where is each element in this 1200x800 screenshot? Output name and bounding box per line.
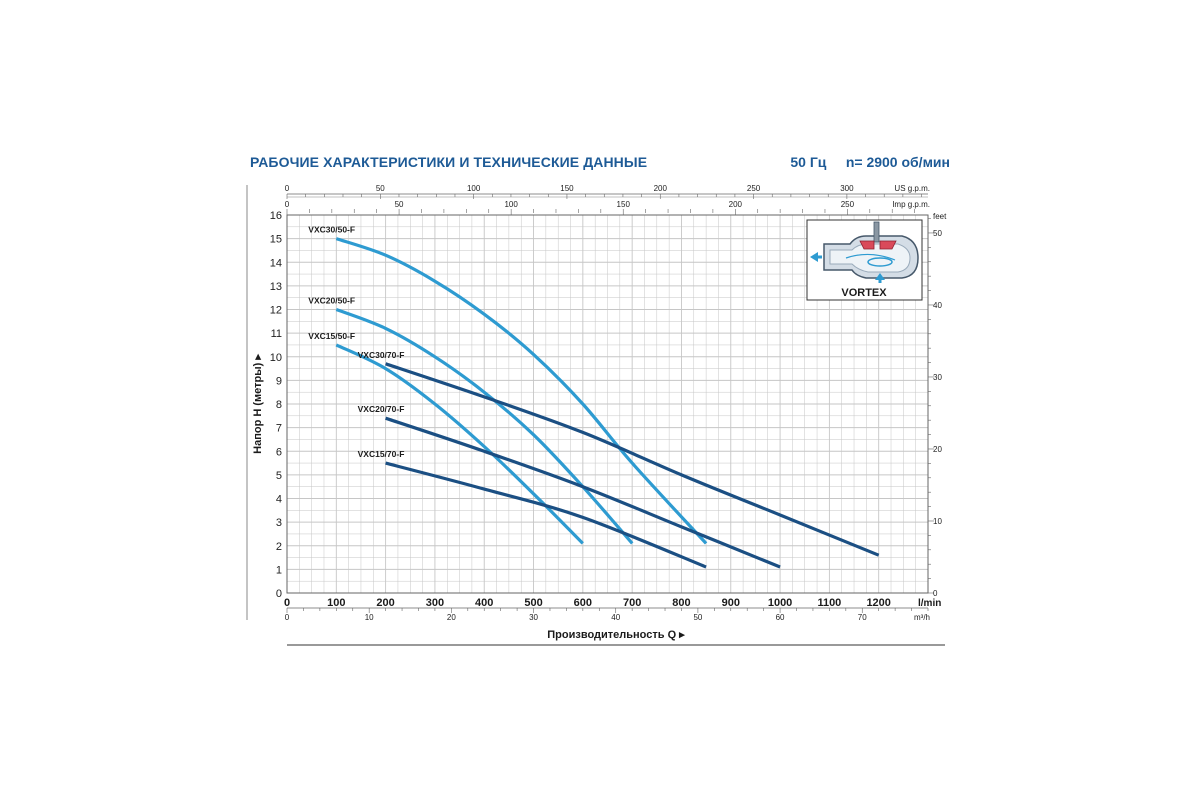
x-unit-label: l/min [918,598,941,609]
y-tick-label: 11 [271,328,282,340]
series-label-vxc15-50-f: VXC15/50-F [308,331,355,341]
speed-text: n= 2900 об/мин [845,154,950,170]
x-tick-label: 1000 [768,597,792,609]
chart-frame [246,185,945,646]
m3h-tick-label: 10 [365,613,374,622]
us-gpm-tick-label: 0 [285,184,290,193]
y-tick-label: 5 [276,470,282,482]
us-gpm-tick-label: 100 [467,184,481,193]
y-tick-label: 6 [276,446,282,458]
series [335,237,880,569]
us-gpm-tick-label: 200 [654,184,668,193]
us-gpm-tick-label: 300 [840,184,854,193]
feet-tick-label: 30 [933,373,942,382]
y-tick-label: 3 [276,517,282,529]
x-tick-label: 1200 [866,597,890,609]
y-tick-label: 1 [276,564,282,576]
y-tick-label: 14 [270,257,282,269]
series-labels: VXC30/50-F VXC20/50-F VXC15/50-FVXC30/70-F… [308,225,404,459]
m3h-tick-label: 70 [858,613,867,622]
feet-tick-label: 50 [933,229,942,238]
feet-tick-label: 0 [933,589,938,598]
y-tick-label: 9 [276,375,282,387]
series-label-vxc30-70-f: VXC30/70-F [358,350,405,360]
x-tick-label: 900 [722,597,740,609]
imp-gpm-unit-label: Imp g.p.m. [892,200,930,209]
m3h-tick-label: 60 [776,613,785,622]
m3h-tick-label: 0 [285,613,290,622]
speed-info: 50 Гц n= 2900 об/мин [790,154,950,170]
vortex-impeller-icon [810,221,919,283]
m3h-tick-label: 30 [529,613,538,622]
feet-tick-label: 10 [933,517,942,526]
imp-gpm-tick-label: 150 [617,200,631,209]
y-tick-label: 13 [270,281,282,293]
x-tick-label: 700 [623,597,641,609]
x-tick-label: 100 [327,597,345,609]
y-tick-label: 0 [276,588,282,600]
us-gpm-tick-label: 250 [747,184,761,193]
x-axis-label: Производительность Q ▸ [547,629,685,641]
y-tick-label: 4 [276,494,282,506]
series-label-vxc15-70-f: VXC15/70-F [358,449,405,459]
imp-gpm-tick-label: 250 [841,200,855,209]
series-curve-vxc15-70-f [385,461,707,569]
x-tick-label: 200 [376,597,394,609]
m3h-unit-label: m³/h [914,613,930,622]
y-tick-label: 10 [270,352,282,364]
y-tick-label: 16 [270,210,282,222]
imp-gpm-tick-label: 100 [504,200,518,209]
feet-tick-label: 40 [933,301,942,310]
x-tick-label: 800 [672,597,690,609]
series-curve-vxc30-70-f [385,362,880,557]
us-gpm-tick-label: 150 [560,184,574,193]
x-tick-label: 0 [284,597,290,609]
m3h-tick-label: 20 [447,613,456,622]
feet-tick-label: 20 [933,445,942,454]
us-gpm-unit-label: US g.p.m. [894,184,930,193]
series-label-vxc20-50-f: VXC20/50-F [308,296,355,306]
imp-gpm-tick-label: 50 [395,200,404,209]
title-row: РАБОЧИЕ ХАРАКТЕРИСТИКИ И ТЕХНИЧЕСКИЕ ДАН… [250,154,950,176]
imp-gpm-tick-label: 0 [285,200,290,209]
us-gpm-tick-label: 50 [376,184,385,193]
m3h-tick-label: 40 [611,613,620,622]
x-tick-label: 400 [475,597,493,609]
x-tick-label: 1100 [817,597,841,609]
series-label-vxc30-50-f: VXC30/50-F [308,225,355,235]
series-curve-vxc15-50-f [335,343,584,545]
series-curve-vxc30-50-f [335,237,708,545]
x-tick-label: 500 [524,597,542,609]
vortex-inset: VORTEX [806,219,923,301]
series-label-vxc20-70-f: VXC20/70-F [358,404,405,414]
y-tick-label: 8 [276,399,282,411]
y-tick-label: 12 [270,305,282,317]
series-curve-vxc20-70-f [385,416,781,569]
frequency-text: 50 Гц [790,154,827,170]
y-tick-label: 2 [276,541,282,553]
page-title: РАБОЧИЕ ХАРАКТЕРИСТИКИ И ТЕХНИЧЕСКИЕ ДАН… [250,154,648,170]
inset-label: VORTEX [841,287,887,299]
m3h-tick-label: 50 [693,613,702,622]
imp-gpm-tick-label: 200 [729,200,743,209]
y-tick-label: 7 [276,423,282,435]
plot-border [286,214,929,594]
y-axis-label: Напор H (метры) ▸ [252,354,264,454]
x-tick-label: 600 [574,597,592,609]
x-tick-label: 300 [426,597,444,609]
y-tick-label: 15 [270,234,282,246]
feet-unit-label: feet [933,212,947,221]
